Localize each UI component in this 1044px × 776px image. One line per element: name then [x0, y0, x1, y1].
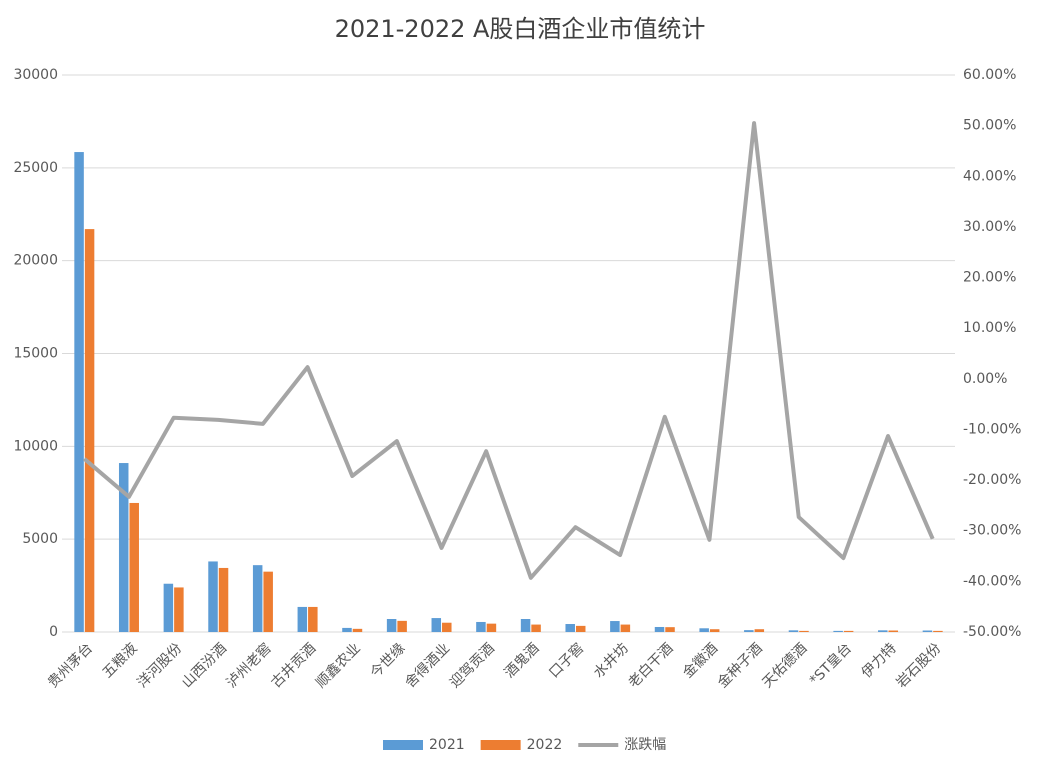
bar: [754, 629, 765, 632]
y2-tick-label: -20.00%: [963, 472, 1021, 488]
bar: [84, 229, 95, 632]
bar: [163, 583, 174, 632]
bar: [575, 625, 586, 632]
line: [83, 121, 935, 580]
legend-swatch: [383, 740, 423, 750]
bar: [843, 630, 854, 632]
y2-tick-label: 50.00%: [963, 118, 1016, 134]
bar: [308, 606, 318, 632]
bar: [888, 630, 899, 632]
bar: [699, 628, 709, 632]
bar: [174, 587, 184, 632]
bar: [297, 606, 308, 632]
bar: [520, 619, 531, 632]
bar: [476, 621, 486, 632]
bar: [129, 502, 139, 632]
y-tick-label: 5000: [22, 531, 58, 547]
bar: [610, 621, 620, 632]
bar: [252, 565, 263, 632]
legend-label: 涨跌幅: [624, 737, 666, 753]
y2-tick-label: 10.00%: [963, 320, 1016, 336]
bar: [74, 152, 84, 632]
bar: [352, 628, 363, 632]
y-tick-label: 0: [49, 624, 58, 640]
bar: [878, 630, 888, 632]
bar: [799, 630, 809, 632]
y-tick-label: 30000: [13, 67, 58, 83]
y2-tick-label: 60.00%: [963, 67, 1016, 83]
y-tick-label: 15000: [13, 346, 58, 362]
bar: [654, 626, 665, 632]
bar: [208, 561, 218, 632]
y-tick-label: 10000: [13, 438, 58, 454]
bar: [620, 624, 631, 632]
legend-label: 2021: [429, 737, 465, 753]
bar: [531, 624, 541, 632]
bar: [709, 629, 720, 632]
bar: [342, 627, 352, 632]
y2-tick-label: -30.00%: [963, 523, 1021, 539]
bar: [922, 630, 933, 632]
legend-label: 2022: [527, 737, 563, 753]
chart-title: 2021-2022 A股白酒企业市值统计: [335, 15, 706, 43]
y2-tick-label: 20.00%: [963, 270, 1016, 286]
y2-tick-label: 0.00%: [963, 371, 1007, 387]
bar: [386, 619, 397, 632]
bar: [486, 623, 497, 632]
legend-swatch: [480, 740, 521, 750]
bar: [744, 630, 754, 632]
bar: [218, 567, 229, 632]
bar: [788, 630, 799, 632]
bar: [933, 630, 943, 632]
y2-tick-label: 30.00%: [963, 219, 1016, 235]
bar: [397, 620, 407, 632]
bar: [442, 622, 452, 632]
bar: [565, 624, 575, 632]
bar: [118, 463, 129, 632]
y2-tick-label: 40.00%: [963, 168, 1016, 184]
y-tick-label: 25000: [13, 160, 58, 176]
y2-tick-label: -40.00%: [963, 573, 1021, 589]
bar: [431, 618, 442, 632]
y-tick-label: 20000: [13, 253, 58, 269]
y2-tick-label: -10.00%: [963, 421, 1021, 437]
bar: [263, 571, 273, 632]
bar: [665, 627, 675, 632]
bar: [833, 630, 843, 632]
y2-tick-label: -50.00%: [963, 624, 1021, 640]
